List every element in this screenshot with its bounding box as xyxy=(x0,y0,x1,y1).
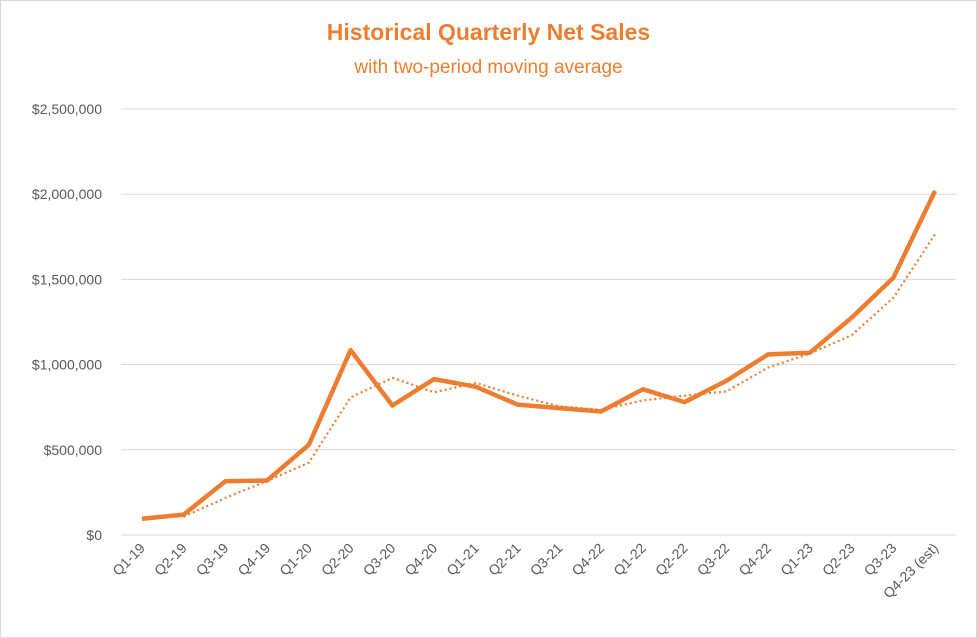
y-tick-label: $1,500,000 xyxy=(32,271,102,287)
x-tick-label: Q1-22 xyxy=(610,540,649,579)
y-tick-label: $2,500,000 xyxy=(32,101,102,117)
x-tick-label: Q2-22 xyxy=(652,540,691,579)
x-tick-label: Q3-23 xyxy=(861,540,900,579)
x-tick-label: Q1-21 xyxy=(443,540,482,579)
x-tick-label: Q4-19 xyxy=(234,540,273,579)
y-tick-label: $1,000,000 xyxy=(32,357,102,373)
x-tick-label: Q3-22 xyxy=(694,540,733,579)
x-tick-label: Q4-22 xyxy=(568,540,607,579)
y-tick-label: $0 xyxy=(86,527,102,543)
x-tick-label: Q3-19 xyxy=(193,540,232,579)
x-tick-label: Q1-23 xyxy=(777,540,816,579)
moving-average-line xyxy=(183,233,937,518)
x-tick-label: Q3-20 xyxy=(360,540,399,579)
x-tick-label: Q1-19 xyxy=(109,540,148,579)
net-sales-line xyxy=(141,189,938,522)
x-tick-label: Q4-22 xyxy=(735,540,774,579)
x-tick-label: Q4-20 xyxy=(401,540,440,579)
x-tick-label: Q1-20 xyxy=(276,540,315,579)
x-tick-label: Q2-20 xyxy=(318,540,357,579)
chart-subtitle: with two-period moving average xyxy=(354,57,623,78)
x-tick-label: Q3-21 xyxy=(527,540,566,579)
x-tick-label: Q2-23 xyxy=(819,540,858,579)
y-tick-label: $500,000 xyxy=(44,442,103,458)
chart-title: Historical Quarterly Net Sales xyxy=(326,19,651,45)
x-tick-label: Q2-19 xyxy=(151,540,190,579)
x-tick-label: Q2-21 xyxy=(485,540,524,579)
y-tick-label: $2,000,000 xyxy=(32,186,102,202)
